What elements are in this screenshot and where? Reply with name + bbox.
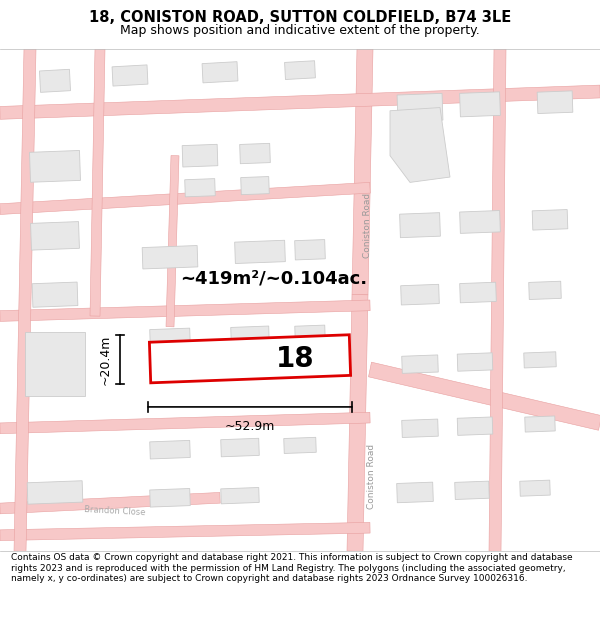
Polygon shape [14,49,36,551]
Polygon shape [352,49,373,295]
Polygon shape [202,62,238,83]
Polygon shape [524,352,556,368]
Polygon shape [29,151,80,182]
Polygon shape [231,326,269,344]
Polygon shape [532,209,568,230]
Polygon shape [402,419,438,437]
Polygon shape [0,412,370,434]
Polygon shape [284,61,316,79]
Polygon shape [90,49,105,316]
Polygon shape [149,335,350,383]
Polygon shape [489,49,506,551]
Text: Coniston Road: Coniston Road [367,444,377,509]
Polygon shape [150,489,190,507]
Polygon shape [460,282,496,302]
Polygon shape [150,441,190,459]
Text: ~52.9m: ~52.9m [225,420,275,432]
Polygon shape [0,182,370,214]
Polygon shape [529,281,561,299]
Polygon shape [241,176,269,194]
Polygon shape [457,352,493,371]
Text: Brandon Close: Brandon Close [84,504,146,517]
Polygon shape [239,143,271,164]
Polygon shape [32,282,78,308]
Polygon shape [400,213,440,238]
Polygon shape [0,492,220,514]
Polygon shape [185,179,215,197]
Polygon shape [221,488,259,504]
Polygon shape [142,246,198,269]
Polygon shape [460,211,500,233]
Polygon shape [368,362,600,430]
Polygon shape [27,481,83,504]
Polygon shape [40,69,71,92]
Polygon shape [295,325,325,341]
Polygon shape [0,522,370,541]
Polygon shape [455,481,489,499]
Polygon shape [284,438,316,454]
Polygon shape [347,294,368,551]
Text: Map shows position and indicative extent of the property.: Map shows position and indicative extent… [120,24,480,36]
Polygon shape [457,417,493,436]
Polygon shape [401,284,439,305]
Text: ~419m²/~0.104ac.: ~419m²/~0.104ac. [180,269,367,288]
Text: 18, CONISTON ROAD, SUTTON COLDFIELD, B74 3LE: 18, CONISTON ROAD, SUTTON COLDFIELD, B74… [89,10,511,25]
Polygon shape [221,438,259,457]
Text: ~20.4m: ~20.4m [99,334,112,385]
Polygon shape [166,156,179,327]
Text: 18: 18 [275,345,314,372]
Polygon shape [112,65,148,86]
Polygon shape [520,480,550,496]
Polygon shape [25,332,85,396]
Polygon shape [0,300,370,321]
Polygon shape [31,222,79,250]
Polygon shape [397,93,443,122]
Polygon shape [402,355,438,373]
Polygon shape [460,92,500,117]
Polygon shape [150,328,190,347]
Polygon shape [537,91,573,114]
Polygon shape [295,239,325,260]
Polygon shape [397,482,433,502]
Polygon shape [0,85,600,119]
Polygon shape [390,107,450,182]
Text: Contains OS data © Crown copyright and database right 2021. This information is : Contains OS data © Crown copyright and d… [11,554,572,583]
Polygon shape [182,144,218,167]
Polygon shape [235,240,286,264]
Text: Coniston Road: Coniston Road [364,192,373,258]
Polygon shape [525,416,555,432]
